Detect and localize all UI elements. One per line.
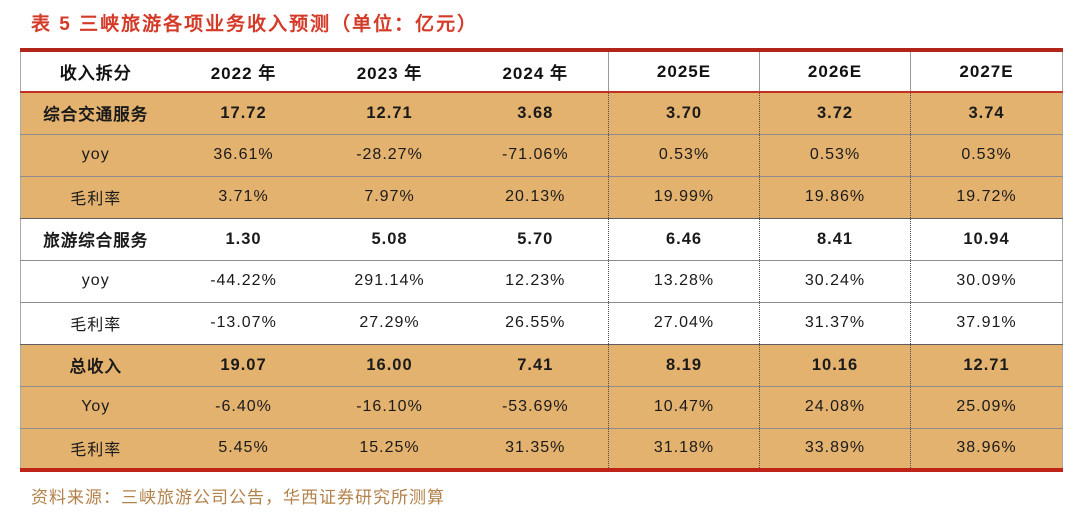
- value-cell: 7.41: [517, 355, 554, 374]
- row-label: yoy: [81, 146, 110, 163]
- value-cell: 19.86%: [759, 176, 911, 218]
- value-cell: 10.94: [910, 218, 1063, 260]
- value-cell: 37.91%: [910, 302, 1063, 344]
- value-cell: 3.74: [910, 92, 1063, 134]
- value-cell: 30.24%: [759, 260, 911, 302]
- value-cell: 36.61%: [213, 146, 274, 163]
- value-cell: -6.40%: [215, 398, 272, 415]
- value-cell: 31.35%: [505, 439, 566, 457]
- value-cell: 10.47%: [608, 386, 760, 428]
- row-label: yoy: [81, 272, 110, 289]
- value-cell: 31.18%: [608, 428, 760, 470]
- value-cell: 291.14%: [354, 272, 425, 289]
- table-row: Yoy -6.40% -16.10% -53.69% 10.47% 24.08% 25.09…: [20, 386, 1063, 428]
- table-row: 毛利率 -13.07% 27.29% 26.55% 27.04% 31.37% 37.91%: [20, 302, 1063, 344]
- table-row: 旅游综合服务 1.30 5.08 5.70 6.46 8.41 10.94: [20, 218, 1063, 260]
- value-cell: 19.99%: [608, 176, 760, 218]
- revenue-forecast-table: 收入拆分 2022 年 2023 年 2024 年 2025E 2026E 20…: [20, 48, 1063, 472]
- table-row: 毛利率 5.45% 15.25% 31.35% 31.18% 33.89% 38.96%: [20, 428, 1063, 470]
- value-cell: 12.71: [366, 103, 413, 122]
- column-header-2025e: 2025E: [608, 50, 760, 92]
- value-cell: 1.30: [225, 229, 262, 248]
- table-row: 毛利率 3.71% 7.97% 20.13% 19.99% 19.86% 19.72%: [20, 176, 1063, 218]
- table-row: yoy -44.22% 291.14% 12.23% 13.28% 30.24% 30.09…: [20, 260, 1063, 302]
- value-cell: 0.53%: [759, 134, 911, 176]
- value-cell: 12.71: [910, 344, 1063, 386]
- value-cell: 0.53%: [608, 134, 760, 176]
- value-cell: 31.37%: [759, 302, 911, 344]
- value-cell: -16.10%: [356, 398, 423, 415]
- value-cell: 17.72: [220, 103, 267, 122]
- value-cell: 30.09%: [910, 260, 1063, 302]
- table-row: yoy 36.61% -28.27% -71.06% 0.53% 0.53% 0.53%: [20, 134, 1063, 176]
- column-header-2026e: 2026E: [759, 50, 911, 92]
- column-header-revenue-split: 收入拆分: [20, 50, 171, 92]
- value-cell: 6.46: [608, 218, 760, 260]
- value-cell: 24.08%: [759, 386, 911, 428]
- value-cell: 19.07: [220, 355, 267, 374]
- column-header-2027e: 2027E: [910, 50, 1063, 92]
- value-cell: 8.19: [608, 344, 760, 386]
- value-cell: 5.08: [371, 229, 408, 248]
- header-row: 收入拆分 2022 年 2023 年 2024 年 2025E 2026E 20…: [20, 50, 1063, 92]
- value-cell: 13.28%: [608, 260, 760, 302]
- row-label: 旅游综合服务: [43, 232, 149, 250]
- value-cell: 20.13%: [505, 188, 566, 205]
- row-label: 毛利率: [70, 442, 122, 460]
- value-cell: -13.07%: [210, 314, 277, 331]
- row-label: 毛利率: [70, 317, 122, 334]
- row-label: 毛利率: [70, 191, 122, 208]
- value-cell: 3.70: [608, 92, 760, 134]
- value-cell: 19.72%: [910, 176, 1063, 218]
- value-cell: 38.96%: [910, 428, 1063, 470]
- value-cell: 8.41: [759, 218, 911, 260]
- value-cell: 3.68: [517, 103, 554, 122]
- value-cell: -28.27%: [356, 146, 423, 163]
- value-cell: -44.22%: [210, 272, 277, 289]
- value-cell: 0.53%: [910, 134, 1063, 176]
- value-cell: 3.71%: [218, 188, 269, 205]
- value-cell: 27.29%: [359, 314, 420, 331]
- table-body: 综合交通服务 17.72 12.71 3.68 3.70 3.72 3.74 yoy 36.61…: [20, 92, 1063, 470]
- value-cell: -53.69%: [501, 398, 569, 415]
- value-cell: 7.97%: [364, 188, 415, 205]
- report-page: 表 5 三峡旅游各项业务收入预测（单位：亿元） 收入拆分 2022 年 2023…: [20, 14, 1063, 507]
- value-cell: 33.89%: [759, 428, 911, 470]
- value-cell: 5.70: [517, 229, 554, 248]
- value-cell: 27.04%: [608, 302, 760, 344]
- table-title: 表 5 三峡旅游各项业务收入预测（单位：亿元）: [31, 14, 479, 35]
- row-label: 总收入: [69, 358, 122, 376]
- source-note: 资料来源：三峡旅游公司公告，华西证券研究所测算: [31, 488, 445, 507]
- value-cell: 10.16: [759, 344, 911, 386]
- column-header-2024: 2024 年: [462, 50, 609, 92]
- value-cell: -71.06%: [501, 146, 569, 163]
- value-cell: 3.72: [759, 92, 911, 134]
- value-cell: 25.09%: [910, 386, 1063, 428]
- value-cell: 5.45%: [218, 439, 269, 457]
- value-cell: 12.23%: [505, 272, 566, 289]
- table-row: 总收入 19.07 16.00 7.41 8.19 10.16 12.71: [20, 344, 1063, 386]
- row-label: 综合交通服务: [43, 106, 149, 125]
- column-header-2023: 2023 年: [316, 50, 463, 92]
- column-header-2022: 2022 年: [170, 50, 317, 92]
- value-cell: 26.55%: [505, 314, 566, 331]
- value-cell: 15.25%: [359, 439, 420, 457]
- table-row: 综合交通服务 17.72 12.71 3.68 3.70 3.72 3.74: [20, 92, 1063, 134]
- value-cell: 16.00: [366, 355, 413, 374]
- row-label: Yoy: [81, 398, 111, 415]
